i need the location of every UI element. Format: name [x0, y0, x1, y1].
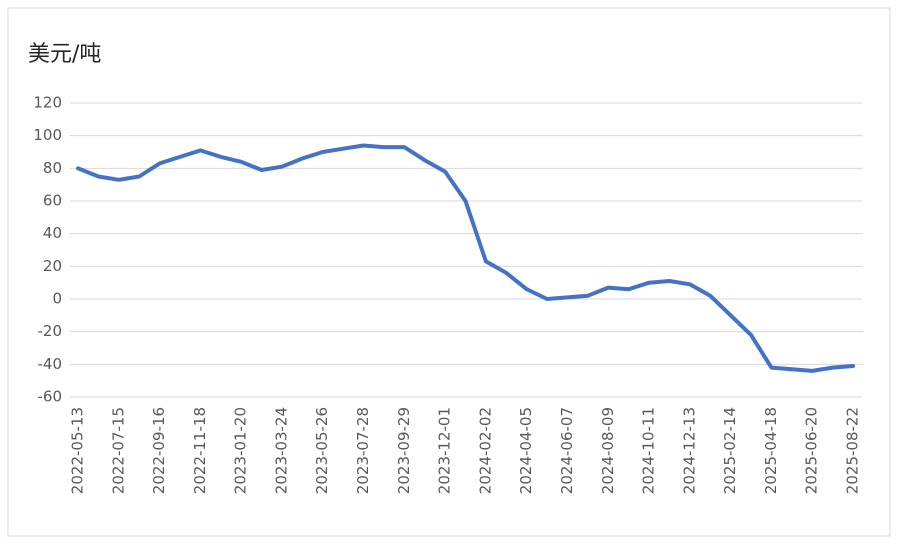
x-tick-label: 2022-09-16 — [150, 407, 168, 494]
y-tick-label: -20 — [38, 322, 63, 340]
x-tick-label: 2024-12-13 — [680, 407, 698, 494]
x-tick-label: 2023-07-28 — [354, 407, 372, 494]
chart-border — [7, 7, 891, 537]
x-tick-label: 2023-01-20 — [232, 407, 250, 494]
x-tick-label: 2024-10-11 — [640, 407, 658, 494]
x-tick-label: 2025-02-14 — [721, 407, 739, 494]
x-tick-label: 2024-04-05 — [517, 407, 535, 494]
x-tick-label: 2023-09-29 — [395, 407, 413, 494]
y-tick-label: -40 — [38, 355, 63, 373]
y-tick-label: 0 — [52, 290, 62, 308]
y-tick-label: 120 — [33, 94, 62, 112]
x-tick-label: 2025-04-18 — [762, 407, 780, 494]
y-tick-label: 60 — [43, 192, 62, 210]
y-tick-label: 40 — [43, 224, 62, 242]
x-tick-label: 2022-07-15 — [109, 407, 127, 494]
x-tick-label: 2022-05-13 — [69, 407, 87, 494]
x-tick-label: 2022-11-18 — [191, 407, 209, 494]
x-tick-label: 2025-06-20 — [803, 407, 821, 494]
chart-title: 美元/吨 — [28, 42, 101, 67]
x-tick-label: 2024-02-02 — [476, 407, 494, 494]
y-tick-label: 20 — [43, 257, 62, 275]
x-tick-label: 2023-05-26 — [313, 407, 331, 494]
y-tick-label: 80 — [43, 159, 62, 177]
x-tick-label: 2025-08-22 — [844, 407, 862, 494]
x-tick-label: 2024-06-07 — [558, 407, 576, 494]
y-tick-label: -60 — [38, 388, 63, 406]
data-line — [76, 143, 855, 373]
y-tick-label: 100 — [33, 126, 62, 144]
x-tick-label: 2023-12-01 — [436, 407, 454, 494]
x-tick-label: 2024-08-09 — [599, 407, 617, 494]
x-tick-label: 2023-03-24 — [272, 407, 290, 494]
